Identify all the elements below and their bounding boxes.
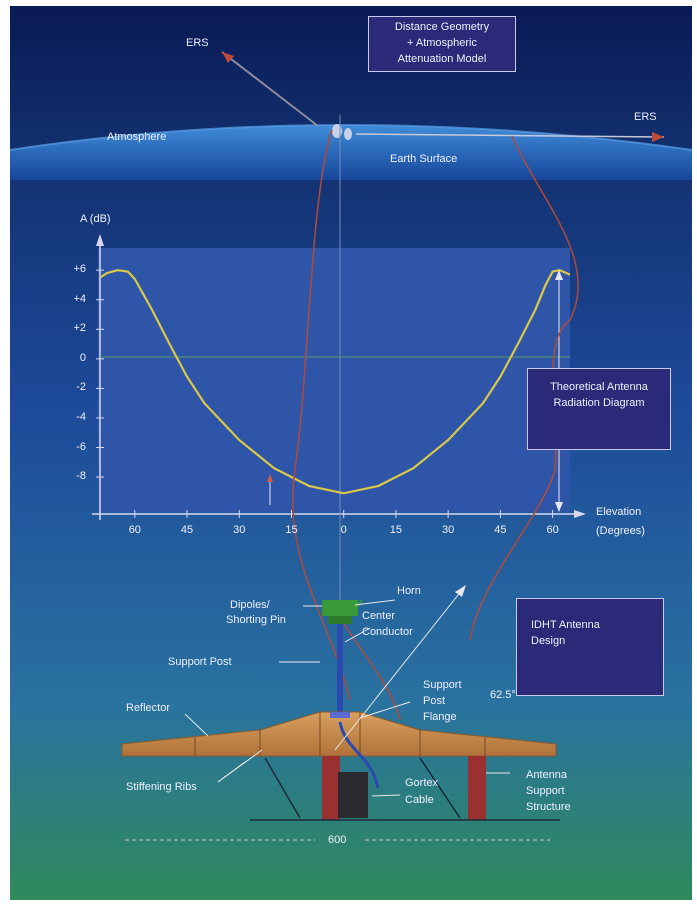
atmosphere-edge [9,124,693,151]
x-tick-label: 60 [546,524,559,536]
flange-arrowhead [455,585,466,597]
y-tick-label: -6 [76,440,86,453]
atmosphere-label: Atmosphere [107,131,167,143]
stiffening-ribs-label: Stiffening Ribs [126,781,197,793]
ers-left-arrow [221,51,319,127]
x-tick-label: 45 [180,524,194,536]
horn-label: Horn [397,585,421,597]
y-tick-label: +4 [73,292,86,305]
distance-model-box: Distance Geometry + Atmospheric Attenuat… [368,16,516,72]
distance-model-line-2: + Atmospheric [406,37,477,49]
ers-left-label: ERS [186,37,209,49]
ers-right-arrow [355,133,665,138]
ers-right-arrowhead [652,132,664,142]
support-flange-label-1: Support [423,679,462,691]
x-tick-label: 45 [494,524,507,536]
antenna-support-label-2: Support [526,785,565,797]
support-post-flange-shape [330,712,350,718]
plot-background [98,248,570,512]
ers-right-label: ERS [634,111,657,123]
idht-design-box: IDHT Antenna Design [516,598,664,696]
reflector-label: Reflector [126,702,171,714]
center-conductor-label-2: Conductor [362,626,413,638]
y-tick-label: +6 [73,263,86,276]
x-tick-label: 30 [233,524,246,536]
x-axis-label-line-2: (Degrees) [596,525,645,537]
x-axis-label-line-1: Elevation [596,506,642,518]
gortex-cable-line [338,721,380,789]
width-600-label: 600 [328,834,347,846]
cable-box [338,772,368,818]
y-axis-label: A (dB) [80,213,111,225]
right-extent-arrowhead-top [555,270,563,280]
center-conductor-label-1: Center [362,610,396,622]
distance-model-line-1: Distance Geometry [394,21,490,33]
x-tick-label: 15 [389,524,403,536]
earth-surface-label: Earth Surface [390,153,458,165]
support-leg-right [468,756,486,820]
y-axis-arrowhead [96,234,104,246]
x-tick-label: 30 [442,524,455,536]
x-tick-label: 15 [285,524,298,536]
idht-design-line-2: Design [531,635,566,647]
earth-surface-band [10,125,692,180]
support-post-label: Support Post [168,656,232,668]
idht-design-line-1: IDHT Antenna [531,619,600,631]
dipoles-label-1: Dipoles/ [230,599,270,611]
y-tick-label: 0 [79,351,86,364]
y-tick-label: -2 [76,381,86,394]
antenna-support-label-1: Antenna [526,769,567,781]
gortex-label-2: Cable [405,794,434,806]
y-tick-label: +2 [73,322,86,335]
leader-lines [184,589,510,797]
antenna-support-label-3: Structure [526,801,571,813]
angle-label: 62.5° [490,689,516,701]
support-flange-label-2: Post [423,695,446,707]
radiation-curve [99,269,571,495]
y-tick-label: -8 [76,470,86,483]
strut-left [264,757,301,819]
support-leg-left [322,756,340,820]
y-tick-label: -4 [76,410,86,423]
gortex-label-1: Gortex [405,777,439,789]
radiation-diagram-box: Theoretical Antenna Radiation Diagram [527,368,671,450]
x-tick-label: 0 [340,524,347,536]
feedback-line-left [292,129,351,701]
distance-model-line-3: Attenuation Model [397,53,487,65]
x-axis-arrowhead [574,510,586,518]
ers-left-arrowhead [222,52,234,63]
radiation-diagram-line-1: Theoretical Antenna [550,381,648,393]
radiation-diagram-line-2: Radiation Diagram [553,397,645,409]
strut-right [419,757,461,819]
antenna-assembly [322,599,363,720]
dipoles-label-2: Shorting Pin [226,614,286,626]
right-extent-arrowhead-bottom [555,502,563,512]
left-marker-arrowhead [267,474,273,482]
x-tick-label: 60 [128,524,141,536]
support-flange-label-3: Flange [423,711,457,723]
